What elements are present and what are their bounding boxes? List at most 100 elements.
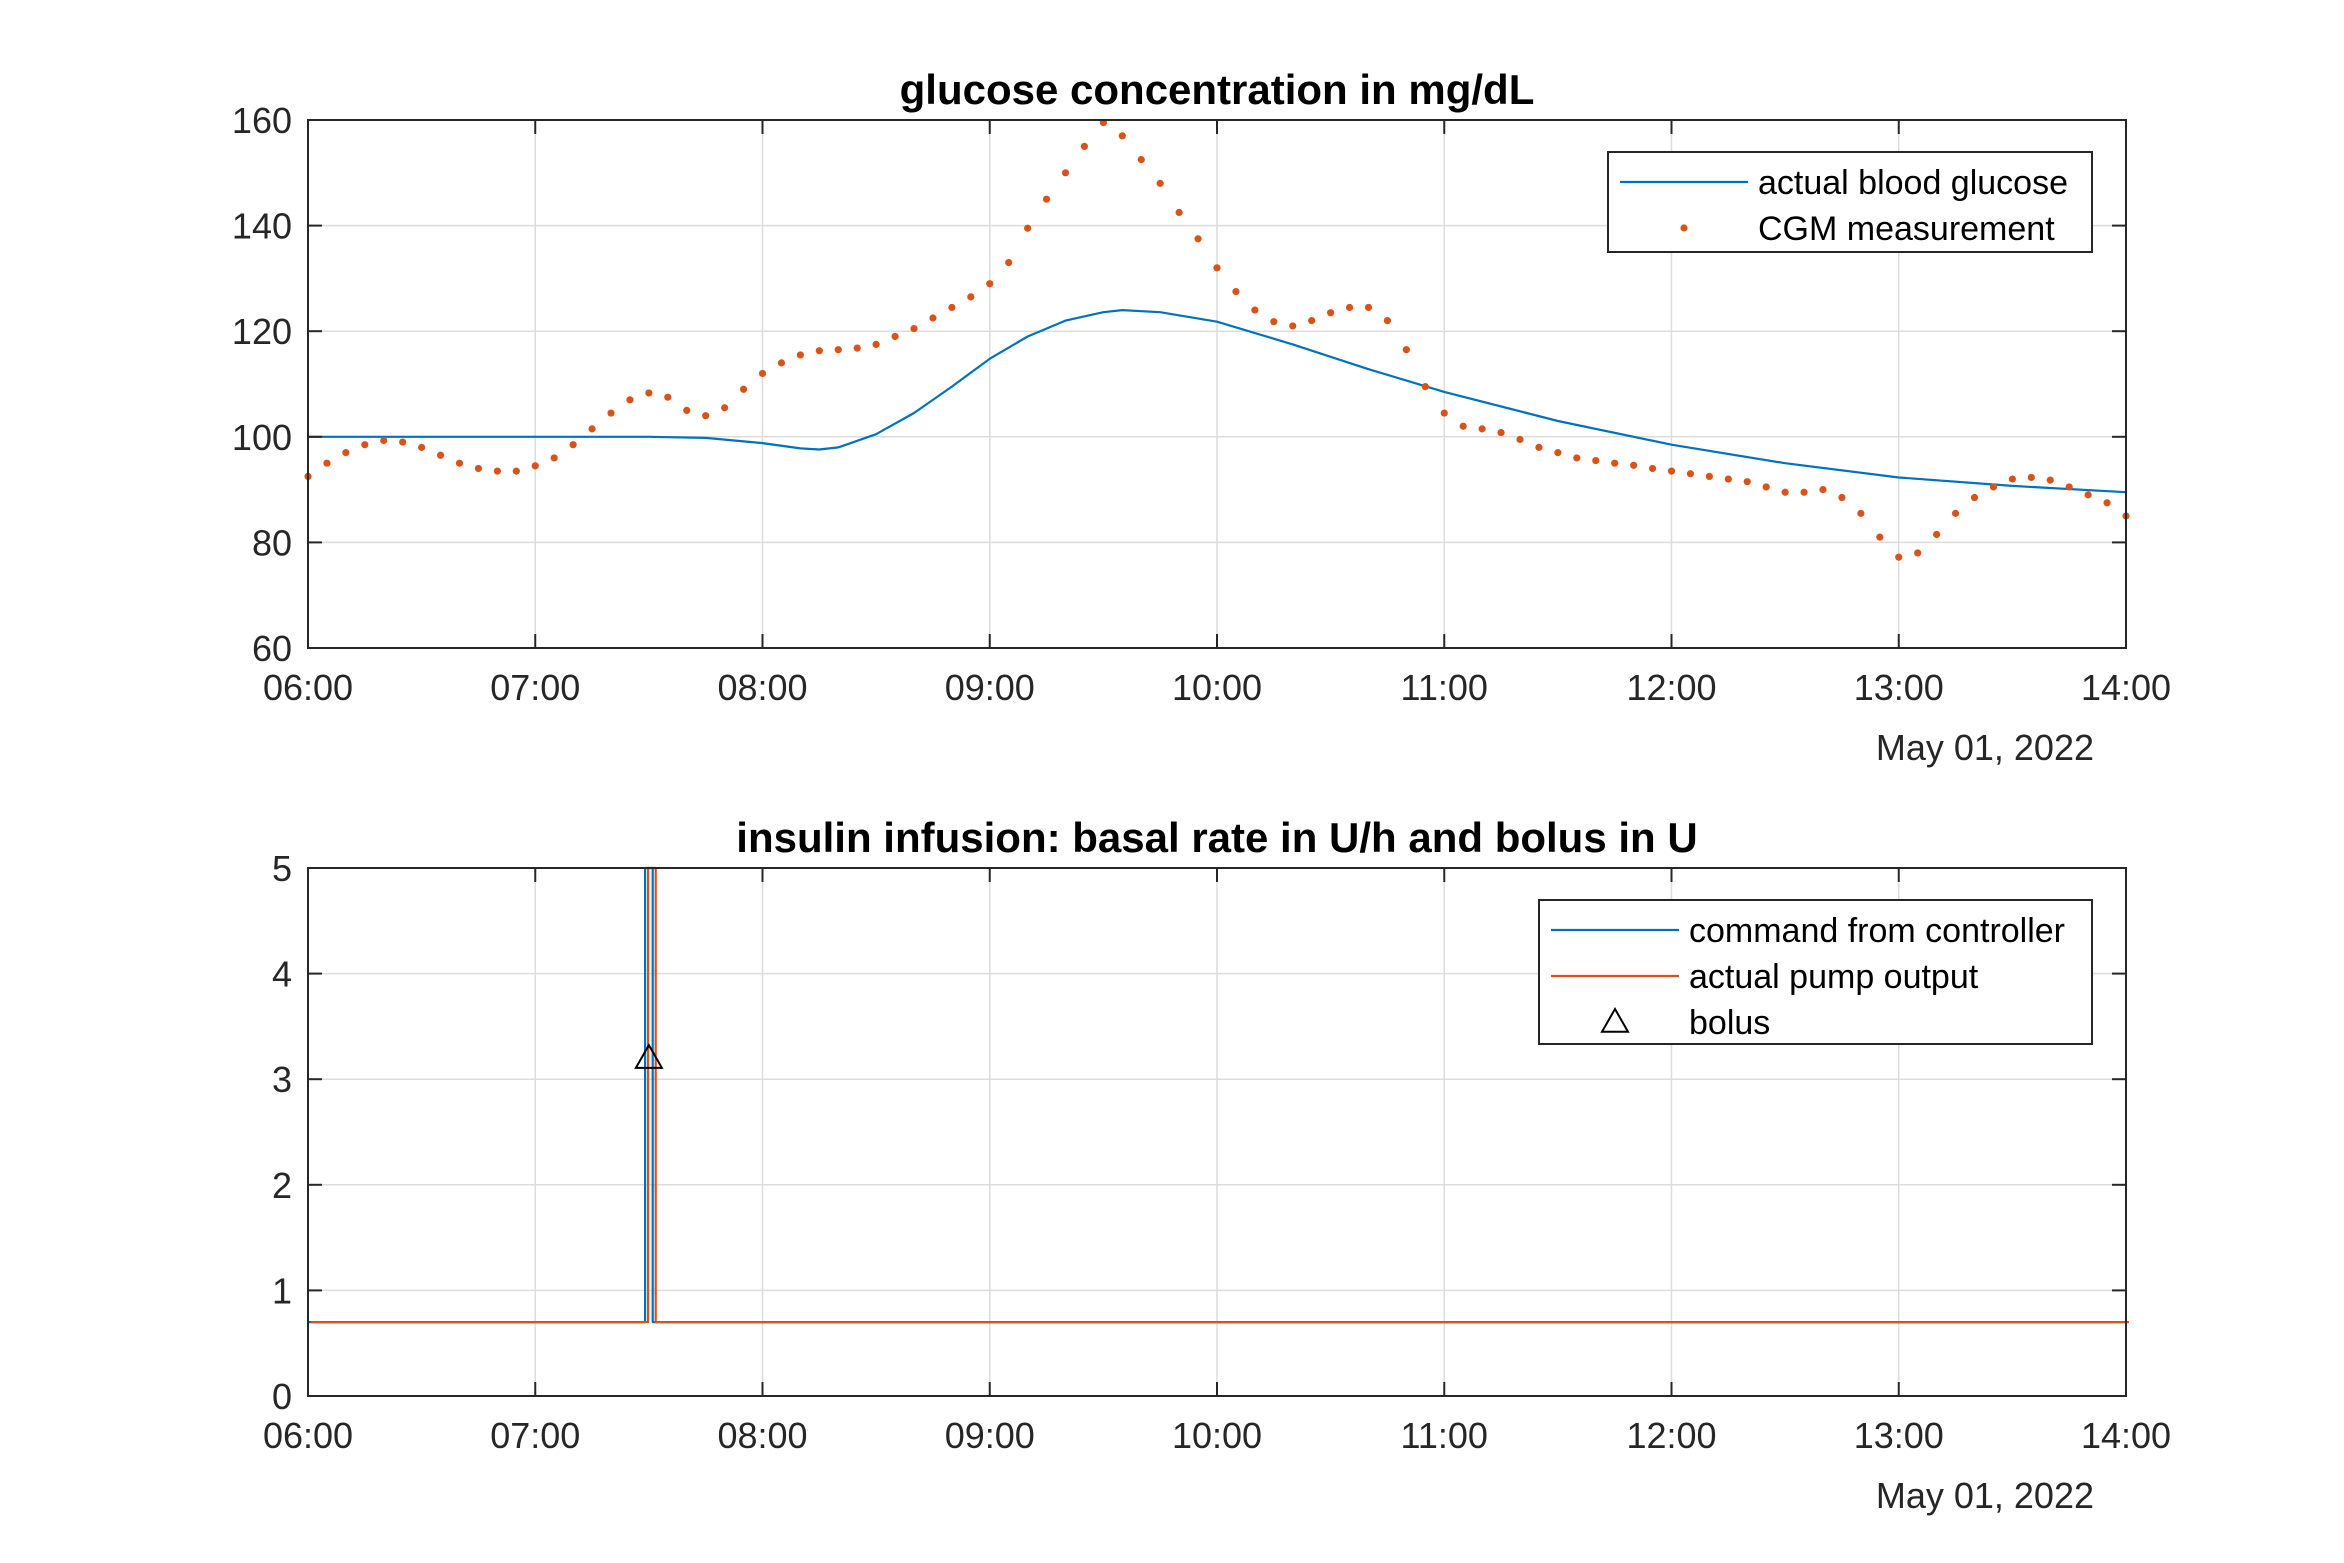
glucose-x-tick-label: 09:00 xyxy=(945,667,1035,708)
cgm-measurement-point xyxy=(664,393,672,401)
glucose-x-tick-label: 14:00 xyxy=(2081,667,2171,708)
cgm-measurement-point xyxy=(323,459,331,467)
cgm-measurement-point xyxy=(929,314,937,322)
glucose-legend-box xyxy=(1607,151,2093,253)
glucose-series xyxy=(304,119,2130,561)
glucose-x-tick-label: 12:00 xyxy=(1626,667,1716,708)
insulin-date-label: May 01, 2022 xyxy=(1876,1475,2094,1516)
cgm-measurement-point xyxy=(1440,409,1448,417)
insulin-legend-box xyxy=(1538,899,2093,1045)
insulin-y-tick-label: 1 xyxy=(272,1270,292,1311)
insulin-x-tick-label: 09:00 xyxy=(945,1415,1035,1456)
cgm-measurement-point xyxy=(2027,473,2035,482)
cgm-measurement-point xyxy=(1611,459,1619,467)
cgm-measurement-point xyxy=(1042,195,1051,203)
cgm-measurement-point xyxy=(683,406,691,414)
cgm-measurement-point xyxy=(1933,530,1941,539)
insulin-y-tick-label: 5 xyxy=(272,848,292,889)
actual-blood-glucose-legend-label: actual blood glucose xyxy=(1758,164,2068,202)
cgm-measurement-point xyxy=(436,451,445,459)
glucose-y-tick-label: 160 xyxy=(232,100,292,141)
cgm-measurement-point xyxy=(721,404,729,412)
cgm-measurement-point xyxy=(1857,509,1865,517)
insulin-chart-title: insulin infusion: basal rate in U/h and … xyxy=(736,814,1697,861)
cgm-measurement-point xyxy=(645,389,653,397)
cgm-measurement-point xyxy=(1308,317,1316,325)
cgm-measurement-point xyxy=(1743,478,1751,486)
cgm-measurement-point xyxy=(455,459,464,467)
actual-blood-glucose-line xyxy=(308,309,2127,494)
cgm-measurement-point xyxy=(1137,156,1145,164)
cgm-measurement-point xyxy=(607,409,615,417)
cgm-measurement-legend-label: CGM measurement xyxy=(1758,210,2055,248)
cgm-measurement-point xyxy=(1289,322,1297,330)
cgm-measurement-point xyxy=(1724,475,1732,483)
cgm-measurement-point xyxy=(834,346,842,354)
cgm-measurement-point xyxy=(1516,435,1524,444)
insulin-y-tick-label: 0 xyxy=(272,1376,292,1417)
glucose-y-tick-label: 140 xyxy=(232,206,292,247)
cgm-measurement-point xyxy=(1970,493,1979,502)
insulin-chart: 06:00 07:00 08:00 09:00 10:00 11:00 12:00 13:00… xyxy=(263,814,2171,1516)
cgm-measurement-point xyxy=(626,396,634,404)
cgm-measurement-point xyxy=(1592,456,1600,465)
glucose-x-tick-label: 06:00 xyxy=(263,667,353,708)
cgm-measurement-point xyxy=(550,454,558,462)
insulin-ticks: 06:00 07:00 08:00 09:00 10:00 11:00 12:00 13:00… xyxy=(263,848,2171,1456)
cgm-measurement-point xyxy=(1800,488,1808,496)
cgm-measurement-point xyxy=(1819,486,1827,494)
cgm-measurement-point xyxy=(512,467,520,475)
cgm-measurement-point xyxy=(1156,179,1164,187)
insulin-y-tick-label: 3 xyxy=(272,1059,292,1100)
cgm-measurement-point xyxy=(702,412,710,420)
cgm-measurement-point xyxy=(1459,422,1467,430)
glucose-y-tick-label: 80 xyxy=(252,522,292,563)
cgm-measurement-point xyxy=(2008,475,2016,483)
cgm-measurement-point xyxy=(739,385,748,393)
cgm-measurement-point xyxy=(1270,318,1278,326)
glucose-chart-title: glucose concentration in mg/dL xyxy=(900,66,1535,113)
cgm-measurement-point xyxy=(1251,306,1259,314)
cgm-measurement-point xyxy=(1080,142,1089,150)
cgm-measurement-point xyxy=(777,359,786,367)
cgm-measurement-point xyxy=(758,369,767,378)
cgm-measurement-point xyxy=(1554,449,1562,457)
bolus-legend-label: bolus xyxy=(1689,1004,1770,1042)
cgm-measurement-point xyxy=(2046,476,2054,484)
cgm-measurement-point xyxy=(1232,288,1240,296)
cgm-measurement-point xyxy=(569,441,577,449)
glucose-y-tick-label: 120 xyxy=(232,311,292,352)
glucose-y-tick-label: 100 xyxy=(232,417,292,458)
cgm-measurement-point xyxy=(815,347,823,355)
cgm-measurement-point xyxy=(2103,499,2111,507)
glucose-date-label: May 01, 2022 xyxy=(1876,727,2094,768)
insulin-x-tick-label: 10:00 xyxy=(1172,1415,1262,1456)
glucose-x-tick-label: 11:00 xyxy=(1401,667,1488,708)
actual-pump-output-legend-label: actual pump output xyxy=(1689,958,1979,996)
insulin-y-tick-label: 4 xyxy=(272,954,292,995)
cgm-measurement-point xyxy=(1667,467,1676,475)
cgm-measurement-point xyxy=(588,425,596,433)
cgm-measurement-point xyxy=(1345,303,1354,312)
glucose-legend: actual blood glucose CGM measurement xyxy=(1607,151,2093,253)
glucose-ticks: 06:00 07:00 08:00 09:00 10:00 11:00 12:00 13:00… xyxy=(232,100,2171,708)
insulin-x-tick-label: 07:00 xyxy=(490,1415,580,1456)
bolus-marker xyxy=(634,1043,664,1069)
cgm-measurement-point xyxy=(342,449,350,457)
cgm-measurement-point xyxy=(1686,470,1695,478)
cgm-measurement-point xyxy=(361,441,369,449)
cgm-measurement-point xyxy=(1630,461,1638,469)
cgm-measurement-point xyxy=(910,324,918,333)
cgm-measurement-point xyxy=(986,280,994,288)
cgm-measurement-point xyxy=(1402,346,1410,354)
cgm-measurement-point xyxy=(1478,425,1486,433)
cgm-measurement-point xyxy=(1781,488,1789,496)
cgm-measurement-point xyxy=(1005,258,1013,267)
cgm-measurement-point xyxy=(1648,464,1657,473)
cgm-measurement-point xyxy=(1327,309,1335,317)
cgm-measurement-point xyxy=(1024,224,1032,232)
glucose-y-tick-label: 60 xyxy=(252,628,292,669)
cgm-measurement-point xyxy=(1705,472,1713,480)
cgm-measurement-point xyxy=(948,303,956,312)
